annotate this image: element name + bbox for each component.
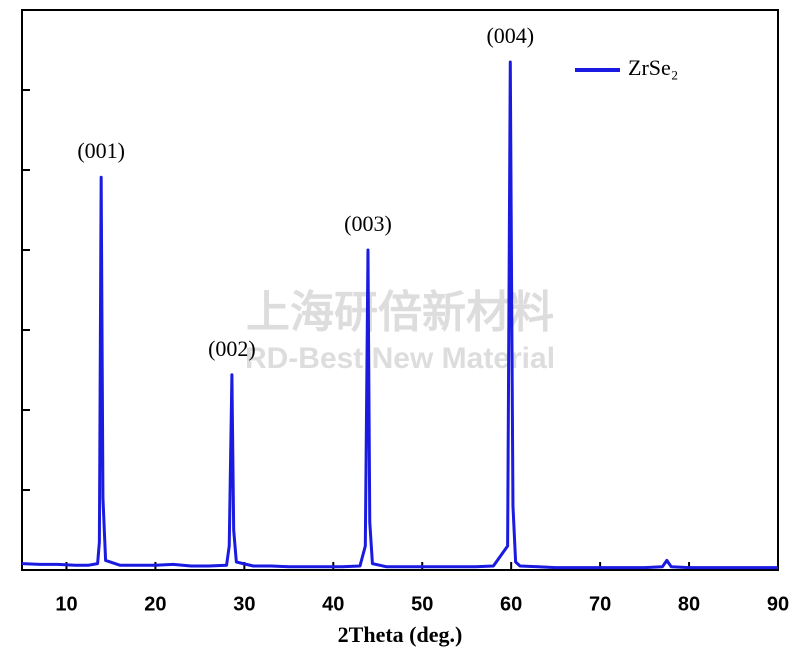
- x-tick-label: 50: [411, 593, 433, 615]
- plot-frame: [21, 9, 779, 571]
- watermark: 上海研倍新材料: [246, 287, 554, 338]
- x-axis-title: 2Theta (deg.): [338, 622, 463, 647]
- x-tick-label: 20: [144, 593, 166, 615]
- peak-label: (001): [77, 138, 125, 163]
- peak-label: (003): [344, 211, 392, 236]
- legend-label: ZrSe₂: [628, 55, 678, 80]
- data-line: [21, 60, 778, 570]
- x-tick-label: 10: [55, 593, 77, 615]
- x-tick-label: 70: [589, 593, 611, 615]
- peak-label: (004): [486, 23, 534, 48]
- x-tick-label: 30: [233, 593, 255, 615]
- watermark: RD-Best New Material: [245, 342, 555, 375]
- x-tick-label: 40: [322, 593, 344, 615]
- x-tick-label: 80: [678, 593, 700, 615]
- x-tick-label: 90: [767, 593, 789, 615]
- peak-label: (002): [208, 336, 256, 361]
- x-tick-label: 60: [500, 593, 522, 615]
